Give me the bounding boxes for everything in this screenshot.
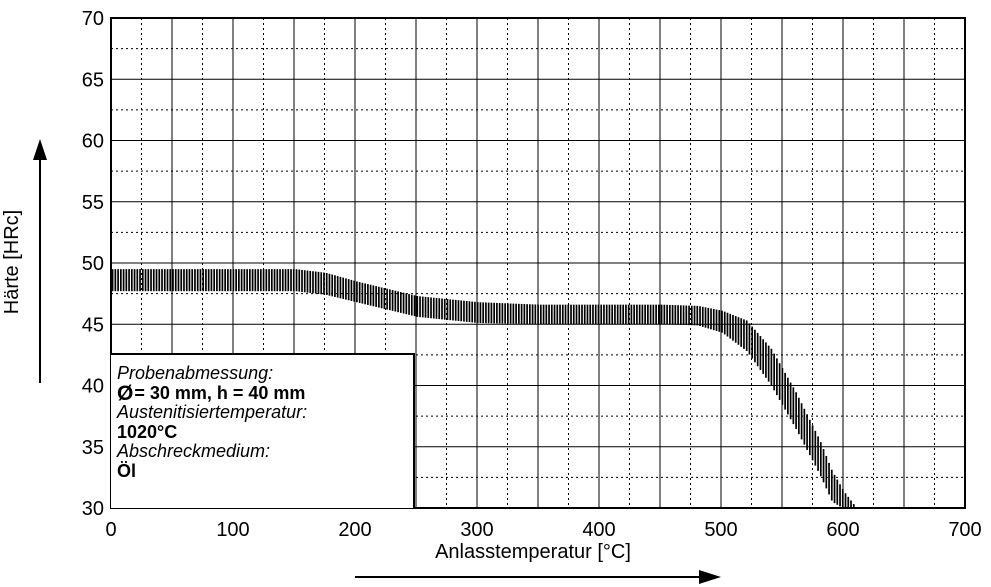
legend-austenitizing-label: Austenitisiertemperatur:: [117, 402, 308, 422]
x-tick-label: 600: [826, 519, 859, 541]
x-tick-label: 100: [216, 519, 249, 541]
y-axis-label: Härte [HRc]: [1, 210, 23, 314]
y-tick-label: 35: [82, 437, 104, 459]
x-tick-label: 400: [582, 519, 615, 541]
y-tick-label: 40: [82, 376, 104, 398]
y-tick-label: 70: [82, 8, 104, 30]
x-tick-label: 0: [105, 519, 116, 541]
y-tick-label: 45: [82, 314, 104, 336]
x-tick-label: 300: [460, 519, 493, 541]
y-tick-label: 50: [82, 253, 104, 275]
y-tick-labels: 30 35 40 45 50 55 60 65 70: [82, 8, 104, 520]
y-tick-label: 60: [82, 131, 104, 153]
x-axis-arrow: [355, 570, 721, 584]
legend-sample-size-text: = 30 mm, h = 40 mm: [134, 382, 306, 403]
x-axis-label: Anlasstemperatur [°C]: [435, 541, 631, 563]
x-tick-label: 200: [338, 519, 371, 541]
legend-quench-medium-value: Öl: [117, 460, 137, 481]
legend-quench-medium-label: Abschreckmedium:: [117, 441, 271, 461]
y-tick-label: 65: [82, 69, 104, 91]
grid: [111, 18, 965, 508]
y-axis-arrow: [33, 139, 47, 383]
x-tick-label: 700: [948, 519, 981, 541]
legend-box: Probenabmessung: Ø= 30 mm, h = 40 mm Aus…: [111, 353, 415, 508]
x-tick-labels: 0 100 200 300 400 500 600 700: [105, 519, 981, 541]
plot-frame: [110, 17, 966, 509]
hardness-band: [111, 269, 858, 508]
legend-sample-size-label: Probenabmessung:: [117, 363, 274, 383]
diameter-icon: Ø: [117, 381, 134, 405]
legend-sample-size-value: Ø= 30 mm, h = 40 mm: [117, 381, 407, 405]
y-tick-label: 30: [82, 498, 104, 520]
legend-austenitizing-value: 1020°C: [117, 421, 178, 442]
y-tick-label: 55: [82, 192, 104, 214]
x-tick-label: 500: [704, 519, 737, 541]
